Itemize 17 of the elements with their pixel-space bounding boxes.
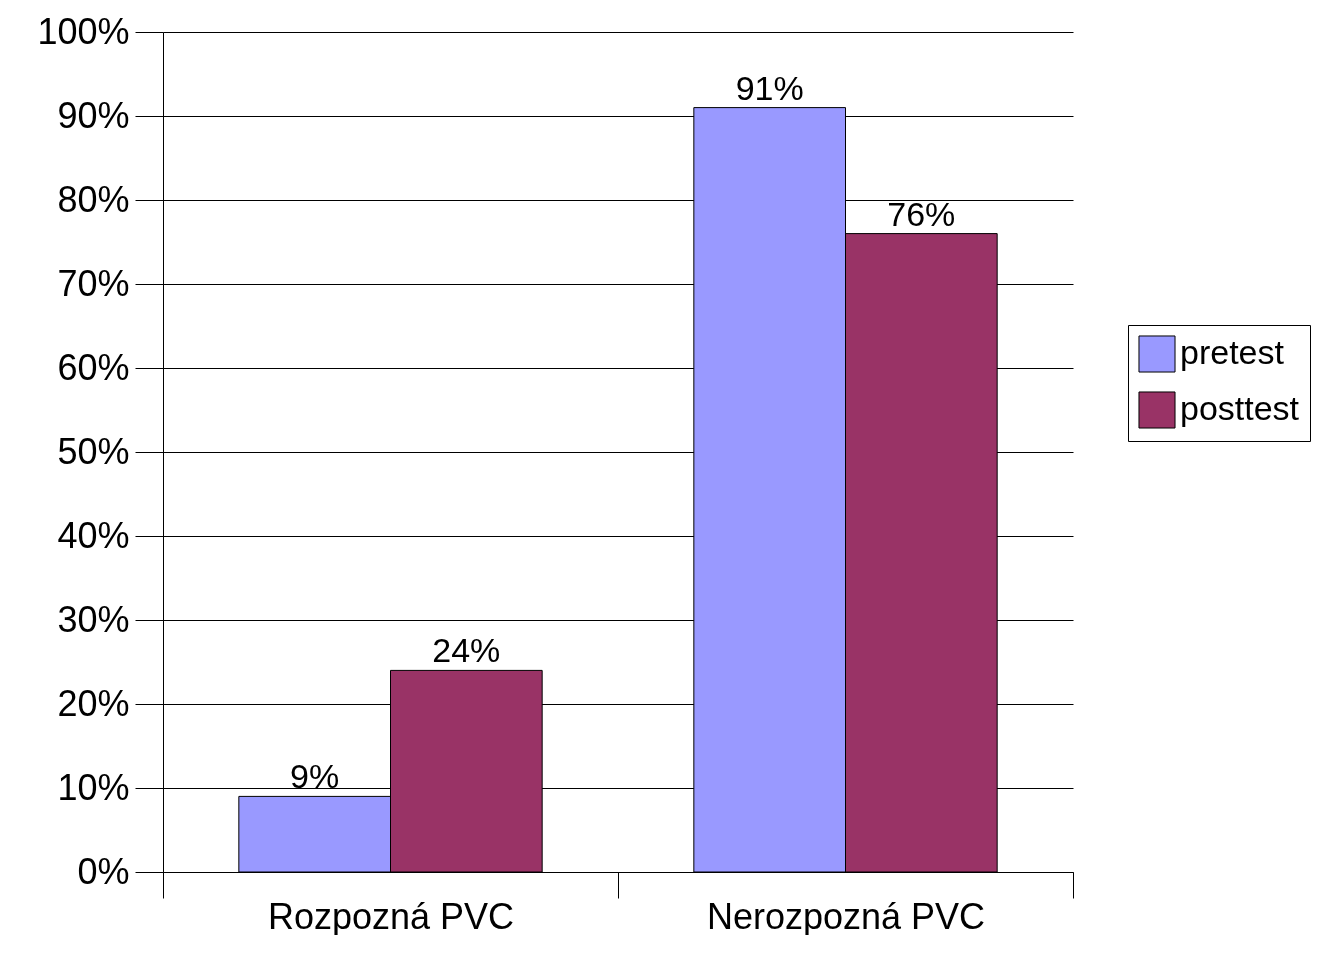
data-label: 76% (887, 194, 956, 233)
y-tick-label: 50% (57, 430, 130, 472)
y-tick-label: 100% (37, 10, 130, 52)
y-tick-label: 30% (57, 598, 130, 640)
data-label: 9% (290, 757, 340, 796)
data-label: 91% (735, 68, 804, 107)
y-tick-label: 0% (77, 850, 130, 892)
y-tick-label: 70% (57, 262, 130, 304)
y-tick-label: 40% (57, 514, 130, 556)
y-tick-label: 20% (57, 682, 130, 724)
y-tick-label: 90% (57, 94, 130, 136)
y-tick-label: 60% (57, 346, 130, 388)
legend-label: posttest (1180, 389, 1300, 427)
y-tick-label: 80% (57, 178, 130, 220)
legend-label: pretest (1180, 333, 1285, 371)
data-label: 24% (432, 631, 501, 670)
y-tick-label: 10% (57, 766, 130, 808)
